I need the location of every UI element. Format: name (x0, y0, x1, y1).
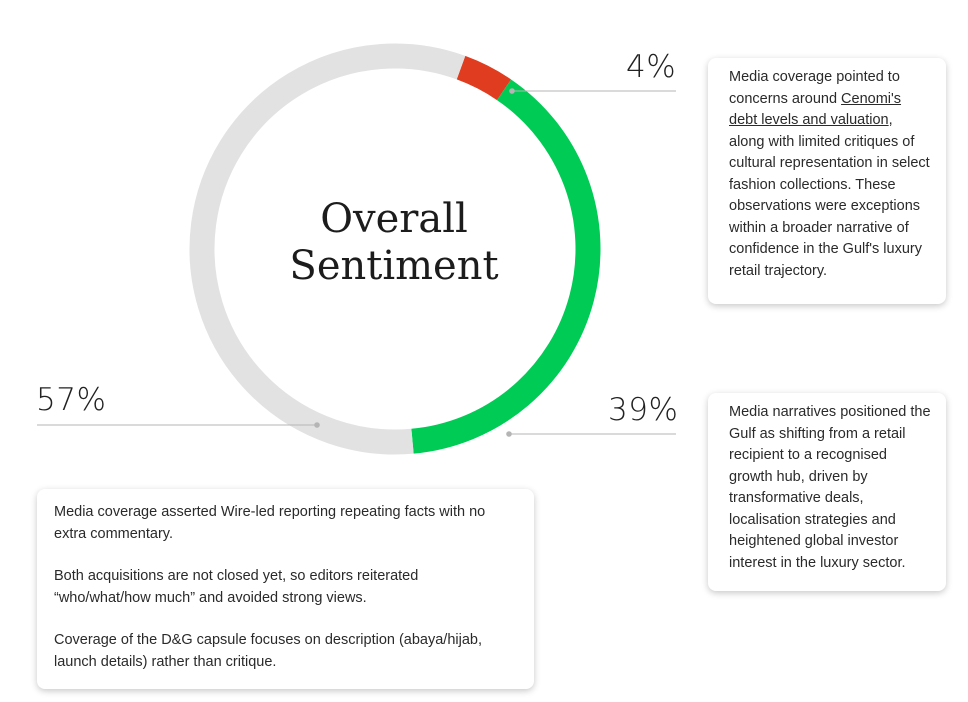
data-label-neutral: 57% (36, 382, 107, 418)
note-card-positive: Media narratives positioned the Gulf as … (708, 393, 946, 591)
center-title-line-2: Sentiment (289, 243, 499, 289)
donut-slice-negative (456, 55, 512, 101)
data-label-positive: 39% (608, 392, 679, 428)
leader-lines (37, 88, 676, 437)
leader-dot-negative (509, 88, 515, 94)
note-card-negative: Media coverage pointed to concerns aroun… (708, 58, 946, 304)
note-neutral-p2: Both acquisitions are not closed yet, so… (54, 568, 419, 606)
leader-dot-positive (506, 431, 512, 437)
note-neutral-p1: Media coverage asserted Wire-led reporti… (54, 504, 486, 542)
note-negative-pre: Media coverage pointed to concerns aroun… (729, 69, 900, 107)
note-card-neutral: Media coverage asserted Wire-led reporti… (37, 489, 534, 689)
note-neutral-p3: Coverage of the D&G capsule focuses on d… (54, 632, 482, 670)
donut-slice-positive (411, 79, 601, 454)
donut-slices (189, 43, 601, 455)
data-label-negative: 4% (626, 49, 677, 85)
note-negative-text: Media coverage pointed to concerns aroun… (729, 67, 932, 282)
note-negative-post: , along with limited critiques of cultur… (729, 112, 930, 279)
leader-dot-neutral (314, 422, 320, 428)
note-negative-link[interactable]: Cenomi's debt levels and valuation (729, 90, 902, 129)
note-positive-text: Media narratives positioned the Gulf as … (729, 404, 931, 571)
donut-slice-neutral (189, 43, 466, 455)
chart-center-title: Overall Sentiment (244, 196, 544, 290)
center-title-line-1: Overall (320, 196, 468, 242)
